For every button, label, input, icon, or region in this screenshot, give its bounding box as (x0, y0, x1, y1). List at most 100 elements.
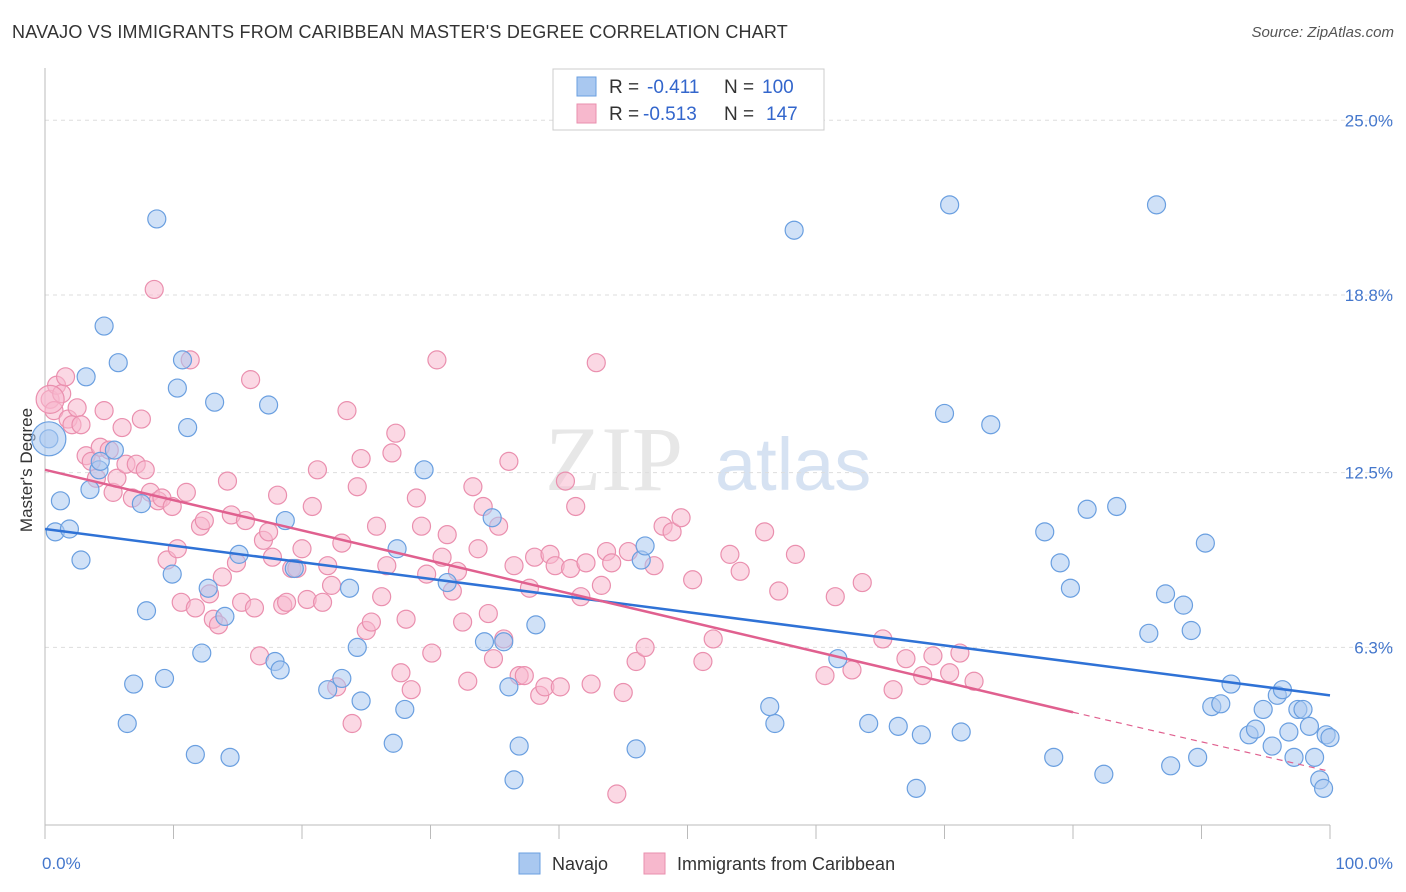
navajo-point (162, 564, 182, 584)
caribbean-point (361, 612, 381, 632)
navajo-point (494, 632, 514, 652)
navajo-point (1060, 578, 1081, 598)
navajo-point (104, 440, 124, 460)
caribbean-point (351, 448, 371, 469)
legend-navajo-n-label: N = (724, 77, 754, 98)
caribbean-point (458, 671, 478, 691)
navajo-point (1245, 719, 1266, 739)
caribbean-point (940, 663, 960, 683)
caribbean-point (292, 539, 312, 559)
bottom-legend-carib-label: Immigrants from Caribbean (677, 854, 895, 874)
caribbean-point (825, 587, 845, 607)
caribbean-point (167, 539, 187, 559)
caribbean-point (815, 665, 835, 686)
navajo-point (50, 491, 71, 511)
navajo-point (1094, 764, 1114, 784)
navajo-point (136, 601, 157, 621)
caribbean-point (703, 629, 723, 649)
navajo-point (178, 417, 198, 438)
navajo-point (1181, 620, 1201, 641)
caribbean-point (566, 496, 586, 517)
caribbean-point (504, 556, 524, 576)
caribbean-point (635, 637, 655, 658)
navajo-point (509, 736, 529, 756)
navajo-point (131, 494, 151, 514)
caribbean-point (586, 353, 606, 373)
navajo-point (1188, 747, 1208, 767)
navajo-points (31, 195, 1340, 798)
caribbean-point (411, 516, 432, 536)
navajo-point (167, 378, 187, 398)
navajo-point (1139, 623, 1159, 643)
caribbean-point (427, 350, 447, 370)
legend-navajo-n-value: 100 (762, 77, 794, 98)
navajo-point (318, 680, 338, 700)
navajo-point (124, 674, 144, 694)
caribbean-point (499, 451, 519, 471)
navajo-point (504, 770, 524, 790)
navajo-point (108, 353, 128, 373)
caribbean-point (406, 488, 426, 508)
navajo-point (906, 778, 926, 798)
x-tick-label-max: 100.0% (1335, 854, 1393, 873)
navajo-point (981, 415, 1001, 435)
legend-navajo-swatch (576, 76, 597, 97)
navajo-point (1313, 778, 1334, 798)
navajo-point (1211, 694, 1231, 714)
navajo-point (172, 350, 193, 370)
caribbean-point (401, 680, 421, 700)
caribbean-point (453, 612, 473, 632)
navajo-point (94, 316, 114, 336)
caribbean-point (217, 471, 238, 491)
caribbean-point (366, 516, 387, 536)
navajo-point (1262, 736, 1282, 756)
caribbean-point (662, 522, 682, 542)
caribbean-trend-line (44, 468, 1074, 714)
y-tick-label: 6.3% (1354, 638, 1393, 657)
navajo-point (784, 220, 804, 240)
y-tick-labels: 6.3% 12.5% 18.8% 25.0% (1345, 111, 1393, 657)
legend-navajo-r-value: -0.411 (647, 77, 699, 98)
legend-box: R = -0.411 N = 100 R = -0.513 N = 147 (552, 68, 825, 131)
caribbean-point (372, 587, 392, 607)
caribbean-point (307, 460, 328, 480)
caribbean-point (576, 553, 596, 573)
caribbean-point (671, 508, 691, 528)
navajo-point (1173, 595, 1194, 615)
legend-carib-r-value: -0.513 (643, 104, 697, 125)
caribbean-point-large (35, 384, 65, 414)
caribbean-point (112, 417, 132, 438)
navajo-point (339, 578, 360, 598)
caribbean-point (67, 398, 87, 418)
navajo-point (117, 713, 137, 734)
caribbean-point (693, 651, 713, 672)
navajo-point (71, 550, 91, 570)
caribbean-point (591, 575, 612, 595)
caribbean-point (769, 581, 789, 601)
axes (44, 68, 1331, 839)
caribbean-point (478, 603, 498, 624)
navajo-point (215, 606, 235, 627)
bottom-legend-navajo-label: Navajo (552, 854, 608, 874)
navajo-point (635, 536, 655, 556)
caribbean-point (55, 367, 76, 387)
caribbean-point (396, 609, 416, 629)
caribbean-point (386, 423, 406, 443)
navajo-point-large (31, 421, 67, 457)
bottom-legend-carib-swatch (643, 852, 666, 875)
navajo-point (59, 519, 80, 539)
navajo-point (258, 395, 279, 415)
caribbean-point (852, 572, 872, 593)
source-label: Source: ZipAtlas.com (1251, 24, 1394, 41)
navajo-point (80, 479, 100, 500)
navajo-point (1050, 553, 1070, 573)
navajo-point (499, 677, 519, 697)
navajo-trend-line (44, 527, 1331, 697)
navajo-point (474, 632, 495, 652)
legend-navajo-r-label: R = (609, 77, 639, 98)
caribbean-point (514, 665, 534, 686)
caribbean-point (312, 592, 333, 612)
navajo-point (185, 744, 205, 765)
navajo-point (765, 713, 785, 734)
